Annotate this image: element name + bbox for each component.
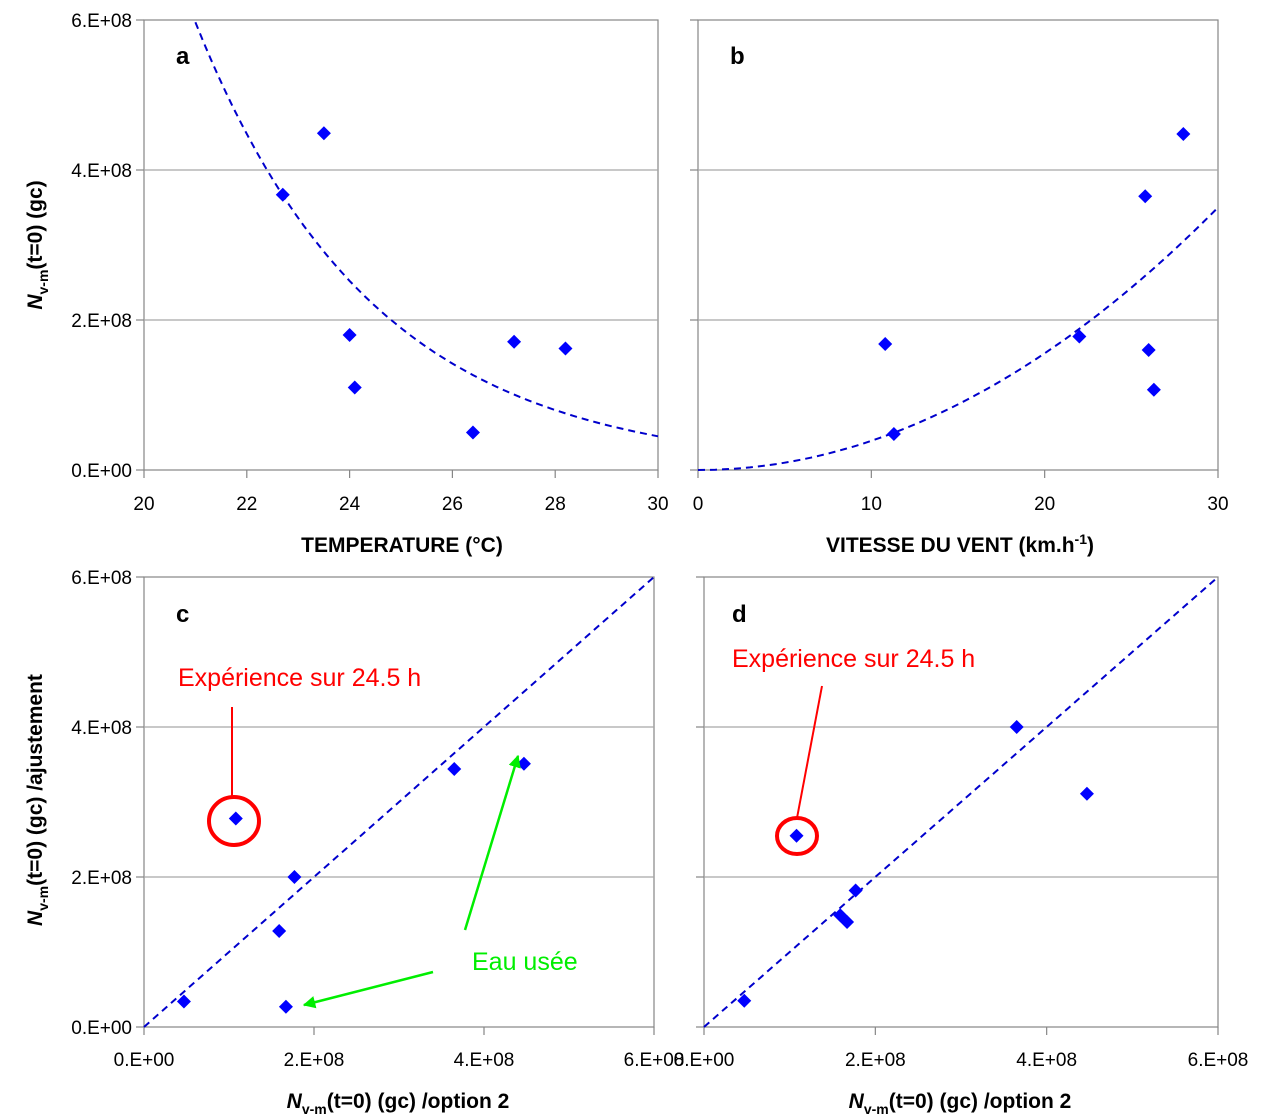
panel-b: 0 10 20 30 b xyxy=(690,19,1229,515)
panel-c-y-tick-label: 4.E+08 xyxy=(71,718,132,739)
panel-a-x-tick-label: 22 xyxy=(236,494,257,515)
panel-c-frame xyxy=(143,576,655,1028)
panel-d-data-point xyxy=(848,883,863,898)
panel-c-data-point xyxy=(176,994,191,1009)
panel-b-data-point xyxy=(886,427,901,441)
y-axis-label-top: Nv-m(t=0) (gc) xyxy=(24,180,51,309)
panel-a-frame xyxy=(143,19,659,471)
panel-c-x-tick-label: 6.E+08 xyxy=(624,1050,685,1071)
panel-b-fit-line xyxy=(697,206,1219,471)
panel-a-y-tick-label: 2.E+08 xyxy=(71,311,132,332)
panel-a-y-tick-label: 6.E+08 xyxy=(71,11,132,32)
panel-c-x-tick-label: 4.E+08 xyxy=(454,1050,515,1071)
panel-d-xlabel: Nv-m(t=0) (gc) /option 2 xyxy=(849,1090,1072,1117)
panel-c-outlier-label: Expérience sur 24.5 h xyxy=(178,664,421,692)
panel-c-wastewater-arrow-up xyxy=(463,754,521,931)
panel-b-x-tick-label: 0 xyxy=(693,494,704,515)
panel-d-data-point xyxy=(1009,720,1024,734)
panel-b-xlabel: VITESSE DU VENT (km.h-1) xyxy=(826,531,1094,557)
panel-b-data-point xyxy=(1072,329,1087,344)
panel-d-letter: d xyxy=(732,601,747,628)
panel-a-data-point xyxy=(316,126,331,141)
panel-b-x-tick-label: 10 xyxy=(861,494,882,515)
panel-a-y-tick-label: 4.E+08 xyxy=(71,161,132,182)
panel-c-data-point xyxy=(278,999,293,1014)
panel-a-x-tick-label: 20 xyxy=(133,494,154,515)
panel-a-data-point xyxy=(275,187,290,202)
panel-c-xlabel: Nv-m(t=0) (gc) /option 2 xyxy=(287,1090,510,1117)
panel-d-x-tick-label: 4.E+08 xyxy=(1016,1050,1077,1071)
panel-c-x-tick-label: 2.E+08 xyxy=(284,1050,345,1071)
panel-a-xlabel: TEMPERATURE (°C) xyxy=(301,534,503,557)
panel-a-x-tick-label: 30 xyxy=(647,494,668,515)
panel-b-frame xyxy=(697,19,1219,471)
panel-c-x-tick-label: 0.E+00 xyxy=(114,1050,175,1071)
panel-a-data-point xyxy=(465,425,480,440)
panel-c: 0.E+00 2.E+08 4.E+08 6.E+08 0.E+00 2.E+08 4.E+… xyxy=(71,568,684,1071)
panel-d-outlier-label: Expérience sur 24.5 h xyxy=(732,645,975,673)
panel-c-data-point xyxy=(447,762,462,776)
panel-a: 0.E+00 2.E+08 4.E+08 6.E+08 20 22 24 26 28 30 a xyxy=(71,11,668,515)
y-axis-label-bottom: Nv-m(t=0) (gc) /ajustement xyxy=(24,674,51,926)
panel-c-wastewater-label: Eau usée xyxy=(472,948,578,976)
panel-d-x-tick-label: 0.E+00 xyxy=(674,1050,735,1071)
panel-c-wastewater-arrow-left xyxy=(302,970,434,1009)
panel-a-x-tick-label: 28 xyxy=(545,494,566,515)
panel-d-data-point xyxy=(1079,786,1094,801)
panel-d-fit-line xyxy=(703,576,1219,1028)
panel-d: 0.E+00 2.E+08 4.E+08 6.E+08 d xyxy=(674,576,1249,1071)
panel-a-fit-line xyxy=(194,21,659,438)
panel-b-data-point xyxy=(1138,189,1153,204)
panel-d-frame xyxy=(703,576,1219,1028)
panel-c-letter: c xyxy=(176,601,189,628)
panel-d-x-tick-label: 2.E+08 xyxy=(845,1050,906,1071)
panel-c-y-tick-label: 6.E+08 xyxy=(71,568,132,589)
panel-d-outlier-pointer xyxy=(796,685,823,819)
panel-b-data-point xyxy=(1141,343,1156,357)
panel-b-letter: b xyxy=(730,43,745,70)
panel-c-y-tick-label: 2.E+08 xyxy=(71,868,132,889)
panel-a-data-point xyxy=(342,328,357,342)
panel-a-x-tick-label: 26 xyxy=(442,494,463,515)
panel-c-data-point xyxy=(272,924,287,938)
panel-d-data-point xyxy=(789,828,804,843)
panel-a-letter: a xyxy=(176,43,190,70)
panel-c-y-tick-label: 0.E+00 xyxy=(71,1018,132,1039)
panel-b-data-point xyxy=(878,337,893,351)
panel-d-x-tick-label: 6.E+08 xyxy=(1188,1050,1249,1071)
panel-c-data-point xyxy=(228,811,243,826)
panel-d-data-point xyxy=(840,915,855,929)
panel-a-y-tick-label: 0.E+00 xyxy=(71,461,132,482)
panel-d-data-point xyxy=(737,993,752,1008)
panel-b-x-tick-label: 30 xyxy=(1207,494,1228,515)
panel-a-data-point xyxy=(347,380,362,395)
panel-c-data-point xyxy=(287,870,302,884)
panel-a-x-tick-label: 24 xyxy=(339,494,361,515)
panel-b-data-point xyxy=(1176,127,1191,141)
panel-d-outlier-circle xyxy=(775,816,819,856)
panel-c-fit-line xyxy=(143,576,655,1028)
panel-b-x-tick-label: 20 xyxy=(1034,494,1055,515)
panel-a-data-point xyxy=(507,334,522,349)
panel-c-outlier-circle xyxy=(207,795,261,847)
panel-c-data-point xyxy=(516,756,531,771)
panel-b-data-point xyxy=(1146,382,1161,397)
panel-a-data-point xyxy=(558,341,573,356)
